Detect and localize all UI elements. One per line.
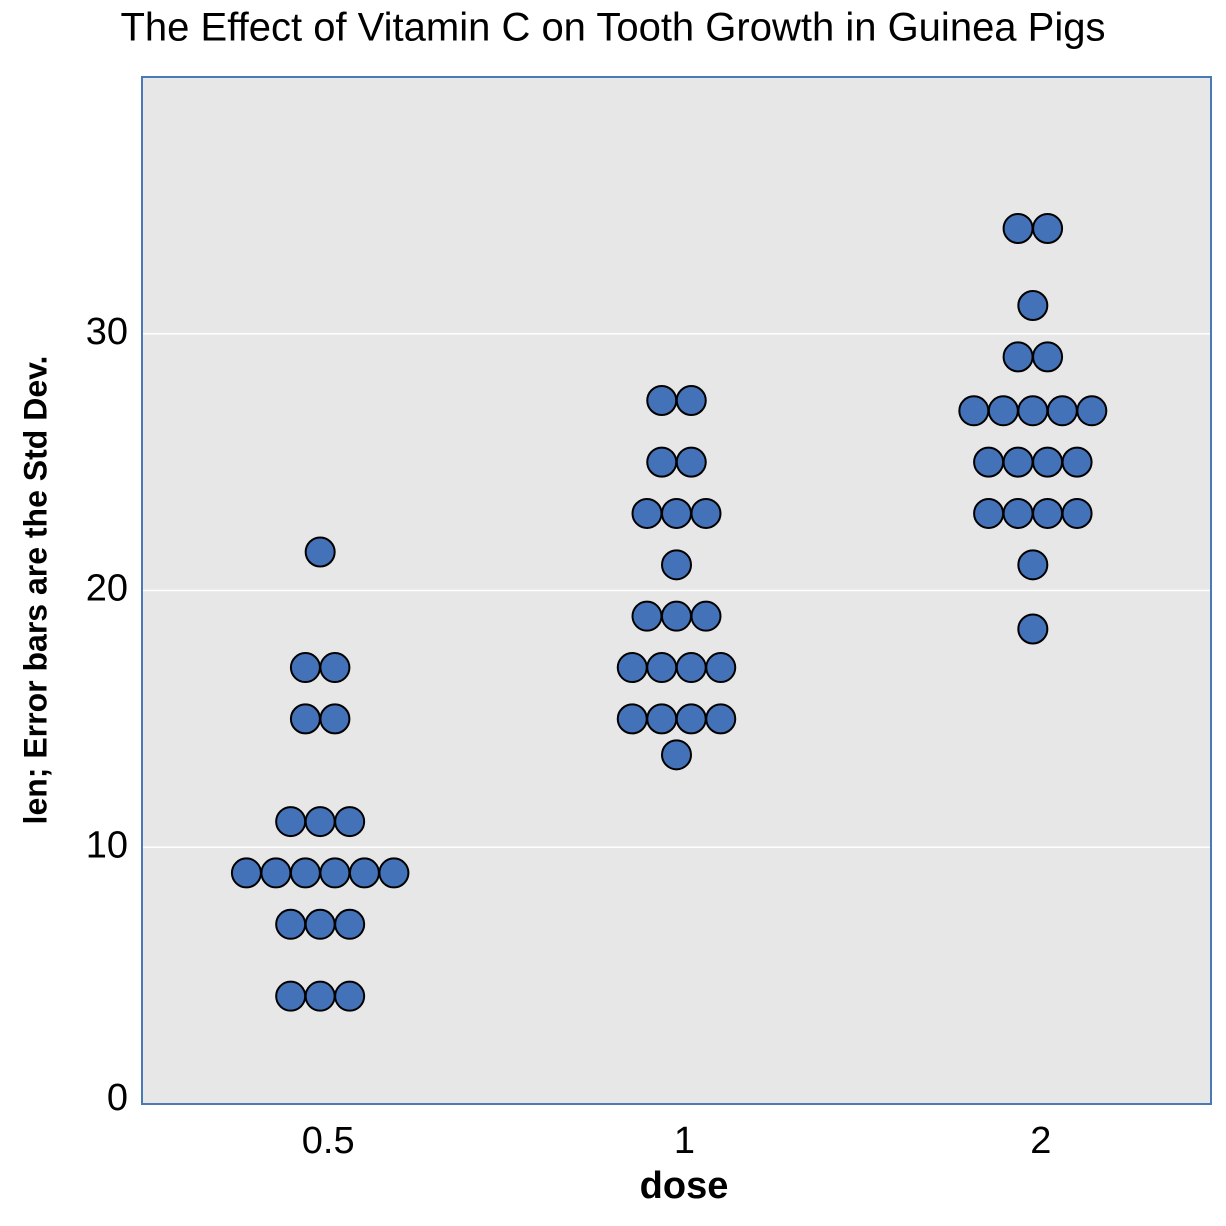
dot xyxy=(289,703,321,735)
dot xyxy=(1017,549,1049,581)
dot xyxy=(646,703,678,735)
dot xyxy=(289,857,321,889)
dot xyxy=(690,600,722,632)
y-tick-label: 20 xyxy=(86,568,128,610)
dot xyxy=(304,536,336,568)
x-axis-label: dose xyxy=(640,1165,729,1207)
dot xyxy=(1002,341,1034,373)
dot xyxy=(1061,497,1093,529)
dot xyxy=(675,446,707,478)
dot xyxy=(319,652,351,684)
dot xyxy=(1017,613,1049,645)
dot xyxy=(378,857,410,889)
dot xyxy=(631,497,663,529)
plot-border xyxy=(141,76,1212,1105)
dot xyxy=(275,806,307,838)
dot xyxy=(334,980,366,1012)
dot xyxy=(348,857,380,889)
chart-title: The Effect of Vitamin C on Tooth Growth … xyxy=(121,6,1106,50)
dot xyxy=(1017,395,1049,427)
dot xyxy=(1032,497,1064,529)
dot xyxy=(275,980,307,1012)
dot xyxy=(661,549,692,581)
dot xyxy=(616,703,648,735)
x-tick-label: 1 xyxy=(674,1120,695,1162)
dot xyxy=(334,806,366,838)
dot xyxy=(260,857,292,889)
y-tick-label: 30 xyxy=(86,311,128,353)
dot xyxy=(1032,341,1064,373)
dot xyxy=(646,385,678,417)
y-axis-label: len; Error bars are the Std Dev. xyxy=(17,356,53,825)
dot xyxy=(631,600,663,632)
dot xyxy=(230,857,262,889)
dot xyxy=(1046,395,1078,427)
dot xyxy=(646,652,678,684)
y-tick-label: 0 xyxy=(107,1077,128,1119)
dot xyxy=(1002,497,1034,529)
dot xyxy=(661,739,692,771)
x-tick-label: 0.5 xyxy=(302,1120,355,1162)
dot xyxy=(304,980,336,1012)
dot xyxy=(675,652,707,684)
dot xyxy=(304,806,336,838)
dot xyxy=(646,446,678,478)
dot xyxy=(661,497,692,529)
dot xyxy=(1032,212,1064,244)
dot xyxy=(973,497,1005,529)
dot xyxy=(987,395,1019,427)
dot xyxy=(705,652,737,684)
dot xyxy=(973,446,1005,478)
dot xyxy=(1061,446,1093,478)
dot xyxy=(289,652,321,684)
dot xyxy=(1017,290,1049,322)
dot xyxy=(319,703,351,735)
dot xyxy=(690,497,722,529)
dot xyxy=(1076,395,1108,427)
dot xyxy=(1002,212,1034,244)
dot xyxy=(1032,446,1064,478)
dot xyxy=(334,908,366,940)
dot xyxy=(319,857,351,889)
dot xyxy=(616,652,648,684)
dot xyxy=(1002,446,1034,478)
dot xyxy=(304,908,336,940)
x-tick-label: 2 xyxy=(1030,1120,1051,1162)
y-tick-label: 10 xyxy=(86,824,128,866)
dot xyxy=(275,908,307,940)
dot xyxy=(705,703,737,735)
dot xyxy=(958,395,990,427)
dot xyxy=(661,600,692,632)
dot xyxy=(675,385,707,417)
dot xyxy=(675,703,707,735)
